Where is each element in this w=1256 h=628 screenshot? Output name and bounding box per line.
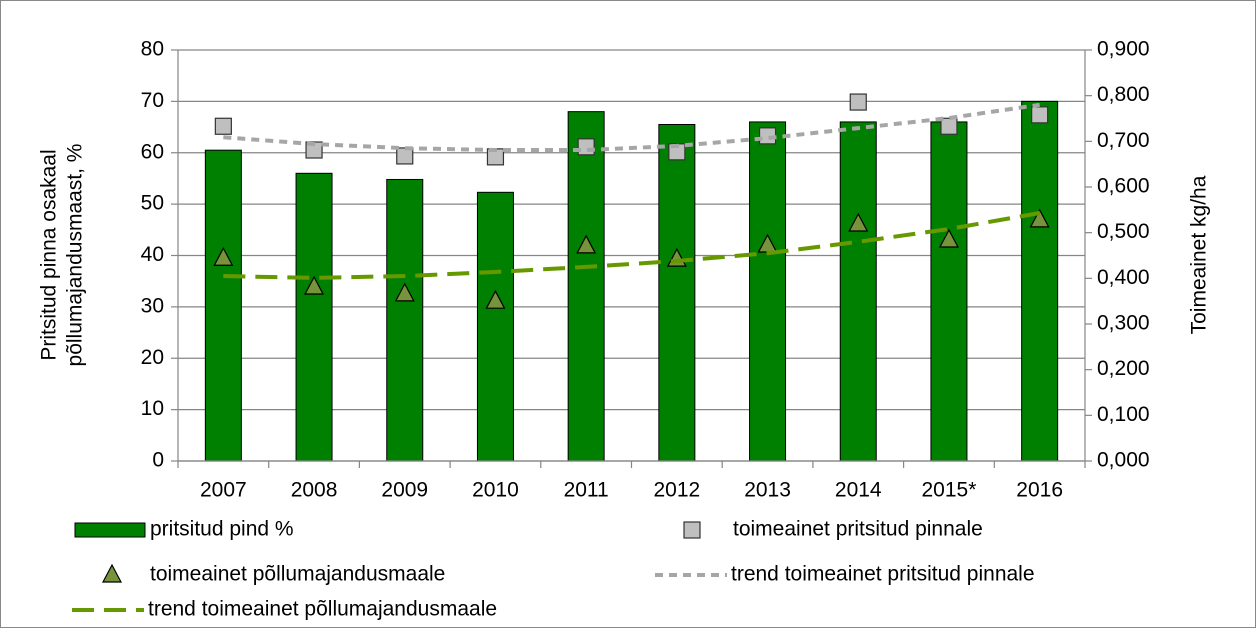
bar [567,111,605,462]
y-tick-label: 80 [141,38,164,61]
bar [658,123,696,462]
y2-tick-label: 0,300 [1097,312,1150,335]
square-marker [1031,106,1049,124]
legend-label: toimeainet pritsitud pinnale [733,518,983,541]
legend-label: pritsitud pind % [150,518,294,541]
triangle-marker [213,246,234,266]
x-tick-label: 2007 [200,479,247,502]
triangle-marker [938,228,959,248]
square-marker [577,138,595,156]
x-tick-label: 2013 [744,479,791,502]
trend-line [223,102,1040,153]
triangle-marker [848,212,869,232]
y2-tick-label: 0,200 [1097,357,1150,380]
triangle-marker [394,282,415,302]
bar [295,172,333,462]
y2-tick-label: 0,800 [1097,83,1150,106]
legend-swatch [683,521,701,539]
y2-axis-label: Toimeainet kg/ha [1188,175,1211,334]
bar [1021,100,1059,462]
y2-tick-label: 0,700 [1097,129,1150,152]
square-marker [849,93,867,111]
x-tick-label: 2014 [835,479,882,502]
legend-label: trend toimeainet põllumajandusmaale [148,598,497,621]
triangle-marker [304,275,325,295]
triangle-marker [1029,208,1050,228]
y-tick-label: 40 [141,243,164,266]
y-tick-label: 70 [141,89,164,112]
y-tick-label: 30 [141,294,164,317]
y-tick-label: 0 [152,449,164,472]
y2-tick-label: 0,600 [1097,175,1150,198]
x-tick-label: 2011 [564,479,609,502]
legend-swatch [74,522,146,538]
bar [930,121,968,462]
y2-tick-label: 0,400 [1097,266,1150,289]
legend-label: toimeainet põllumajandusmaale [150,563,445,586]
y-tick-label: 10 [141,397,164,420]
x-tick-label: 2008 [291,479,338,502]
bar [839,121,877,462]
triangle-marker [576,234,597,254]
square-marker [396,147,414,165]
y-axis-label: põllumajandusmaast, % [64,144,87,367]
x-tick-label: 2010 [472,479,519,502]
y-tick-label: 20 [141,346,164,369]
bar [476,191,514,462]
square-marker [940,117,958,135]
y2-tick-label: 0,500 [1097,220,1150,243]
y-axis-label: Pritsitud pinna osakaal [38,149,61,360]
bar [204,149,242,462]
square-marker [214,117,232,135]
legend-swatch [102,563,122,583]
y-tick-label: 60 [141,140,164,163]
y2-tick-label: 0,000 [1097,449,1150,472]
y2-tick-label: 0,100 [1097,403,1150,426]
bar [749,121,787,462]
triangle-marker [485,289,506,309]
x-tick-label: 2009 [381,479,428,502]
x-tick-label: 2015* [922,479,977,502]
x-tick-label: 2016 [1016,479,1063,502]
bar [386,178,424,462]
x-tick-label: 2012 [653,479,700,502]
legend-label: trend toimeainet pritsitud pinnale [731,563,1035,586]
trend-line [223,211,1040,280]
square-marker [305,141,323,159]
y2-tick-label: 0,900 [1097,38,1150,61]
y-tick-label: 50 [141,192,164,215]
